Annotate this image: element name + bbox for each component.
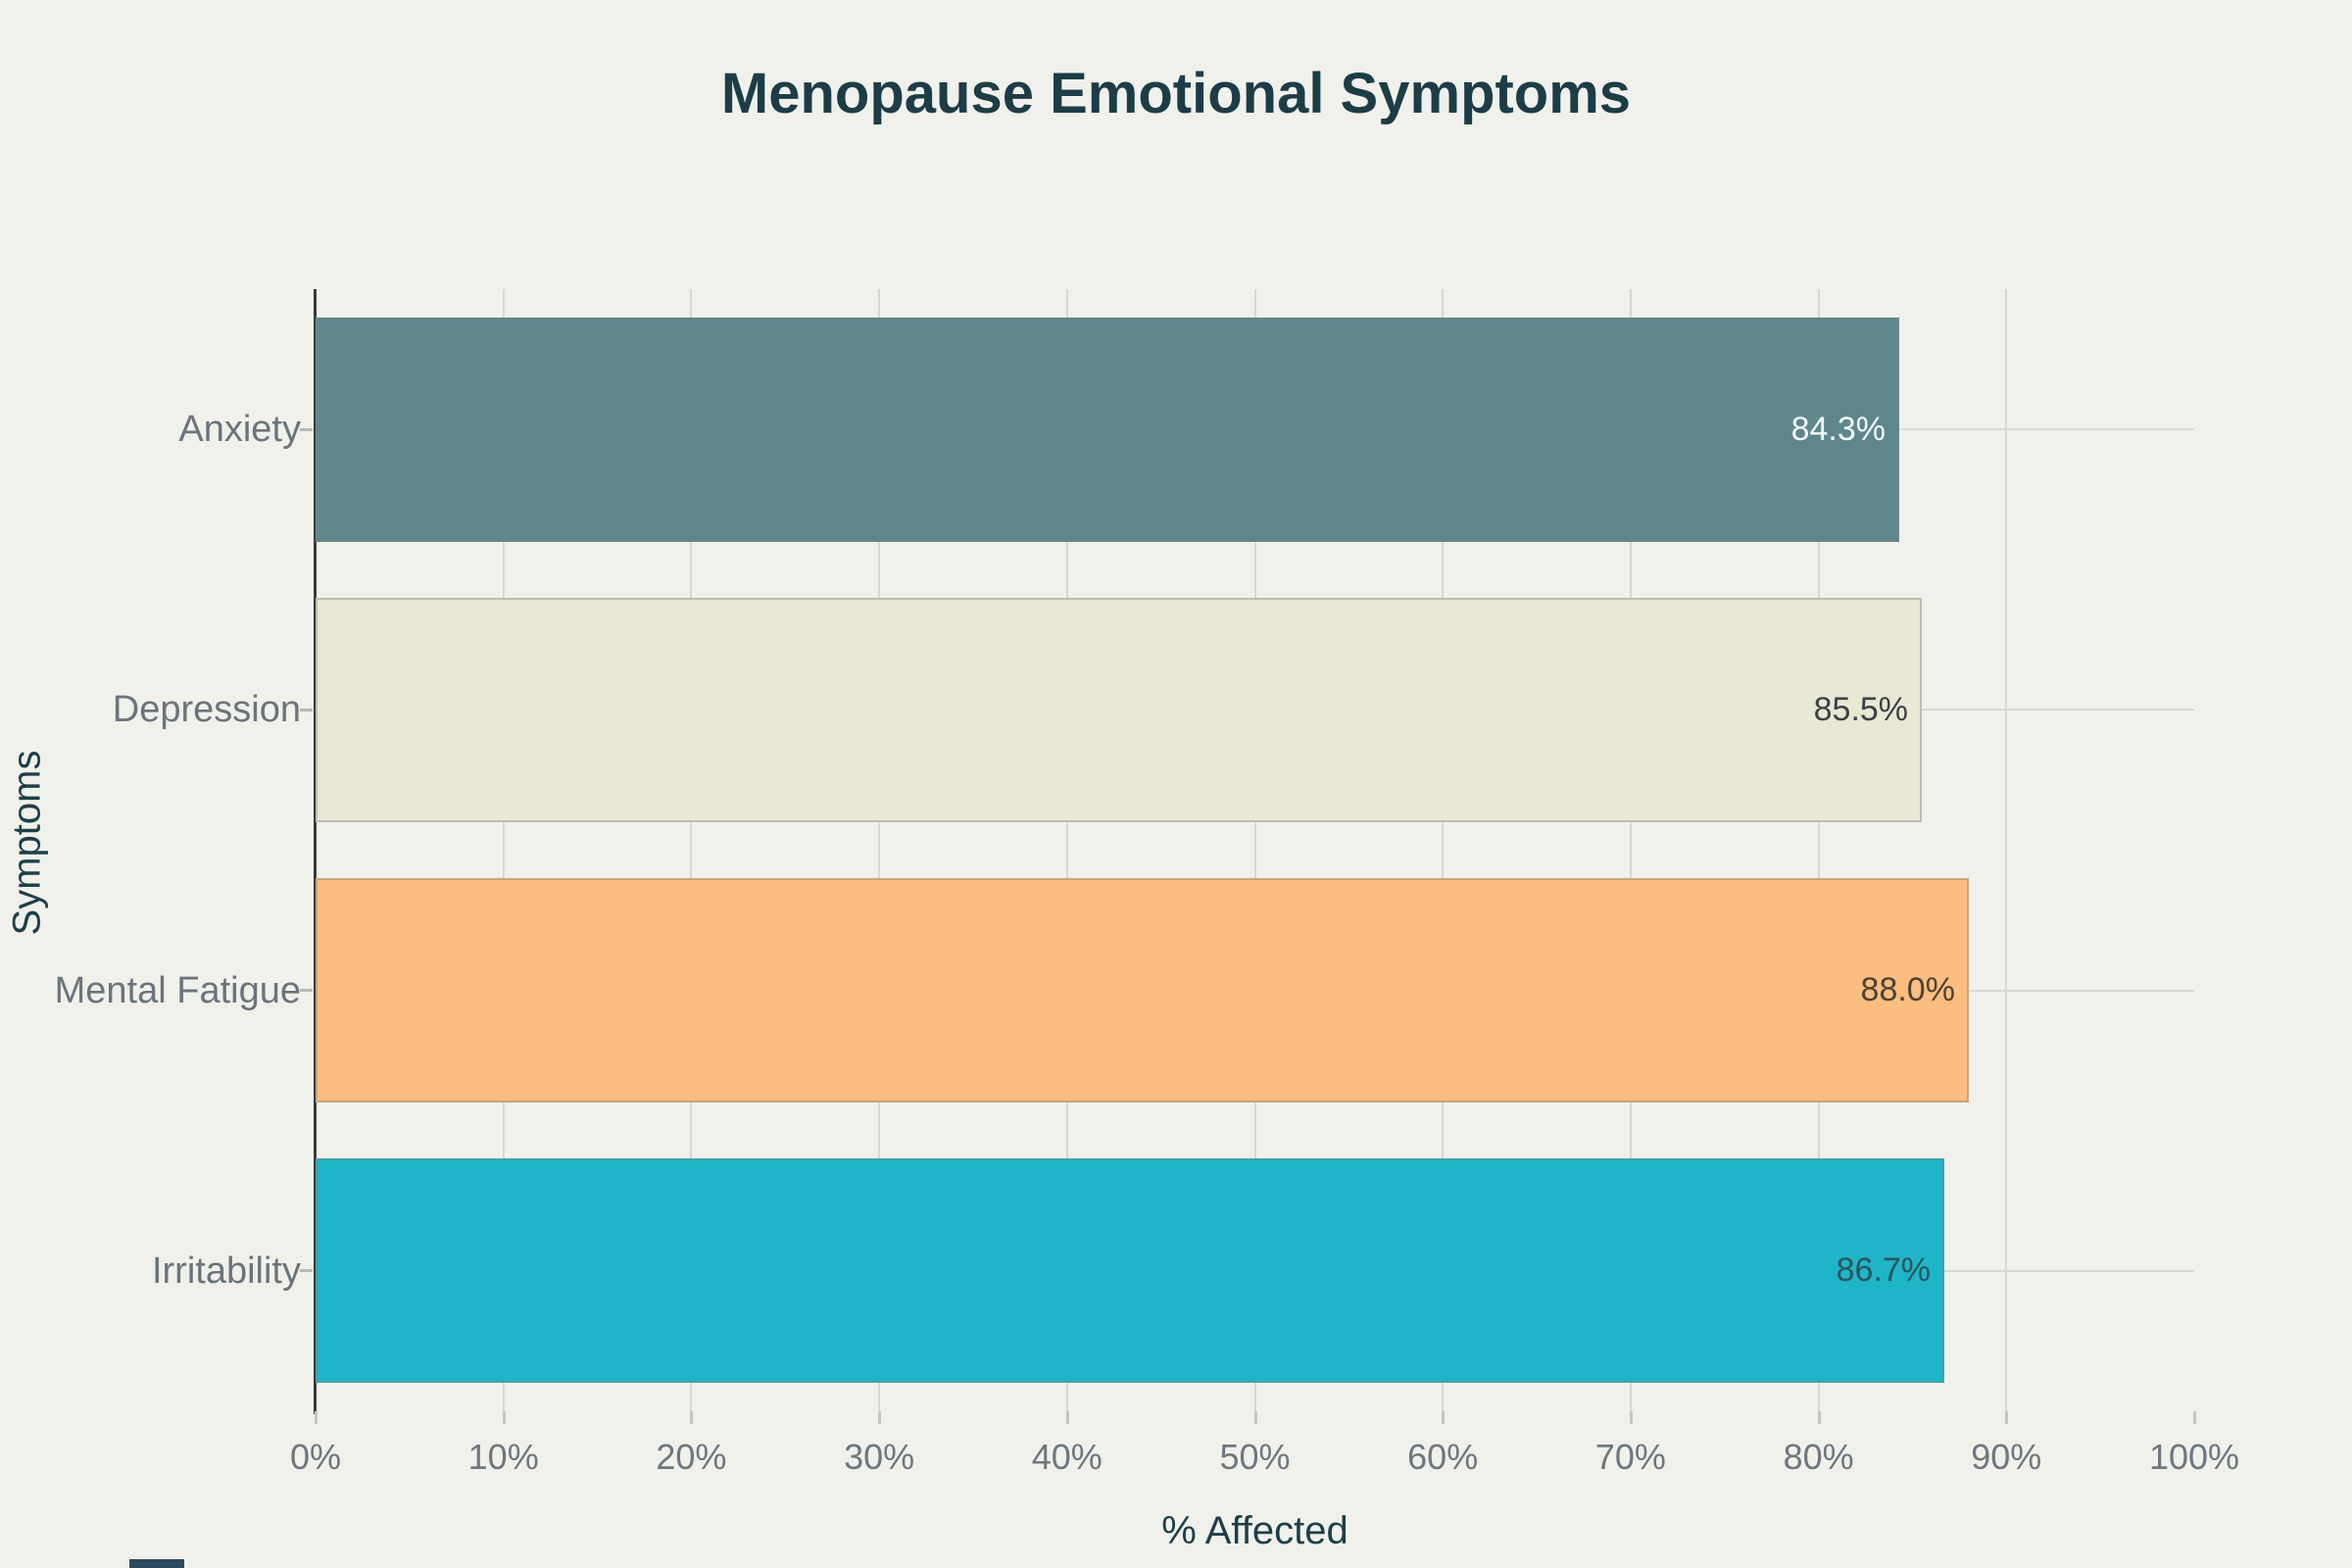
vertical-gridline [878,289,881,1411]
y-axis-line [314,289,317,1414]
x-tick-label: 40% [1031,1437,1102,1477]
category-tick [300,1269,313,1273]
vertical-gridline [1253,289,1256,1411]
x-tick [878,1411,882,1424]
bar-value-label: 86.7% [1836,1251,1932,1290]
category-label-irritability: Irritability [151,1250,301,1292]
x-tick-label: 70% [1594,1437,1666,1477]
x-tick-label: 100% [2148,1437,2240,1477]
x-tick-label: 90% [1971,1437,2042,1477]
bar-value-label: 84.3% [1790,410,1886,448]
vertical-gridline [1065,289,1068,1411]
x-tick-label: 0% [289,1437,342,1477]
category-tick [300,427,313,431]
x-tick-label: 20% [656,1437,727,1477]
category-tick [300,989,313,993]
x-tick-label: 50% [1219,1437,1291,1477]
x-tick [2005,1411,2009,1424]
x-axis-title: % Affected [1161,1509,1348,1552]
vertical-gridline [1817,289,1820,1411]
x-tick-label: 10% [467,1437,539,1477]
category-label-anxiety: Anxiety [178,409,301,451]
vertical-gridline [1629,289,1632,1411]
x-tick [1817,1411,1821,1424]
bar-value-label: 85.5% [1813,690,1909,728]
plot-area: 84.3% 85.5% 88.0% 86.7% Anxiety Depression Men… [55,289,2239,1477]
bottom-edge-fragment [129,1559,184,1568]
bar-anxiety[interactable]: 84.3% [316,317,1900,542]
x-tick [315,1411,318,1424]
x-tick [1629,1411,1633,1424]
bar-depression[interactable]: 85.5% [316,597,1923,822]
vertical-gridline [2005,289,2008,1411]
x-tick [1065,1411,1069,1424]
chart-title: Menopause Emotional Symptoms [720,62,1632,125]
category-label-depression: Depression [112,689,301,731]
vertical-gridline [502,289,505,1411]
bar-value-label: 88.0% [1860,971,1955,1009]
category-label-mental-fatigue: Mental Fatigue [54,969,301,1011]
x-tick [1442,1411,1446,1424]
vertical-gridline [690,289,693,1411]
x-tick [690,1411,694,1424]
vertical-gridline [1442,289,1445,1411]
x-tick-label: 60% [1407,1437,1479,1477]
category-tick [300,708,313,711]
x-tick-label: 30% [844,1437,915,1477]
x-tick [2193,1411,2196,1424]
bar-mental-fatigue[interactable]: 88.0% [316,878,1969,1103]
y-axis-title: Symptoms [5,750,49,936]
bar-irritability[interactable]: 86.7% [316,1158,1945,1384]
x-tick-label: 80% [1783,1437,1854,1477]
x-tick [1253,1411,1257,1424]
x-tick [502,1411,506,1424]
